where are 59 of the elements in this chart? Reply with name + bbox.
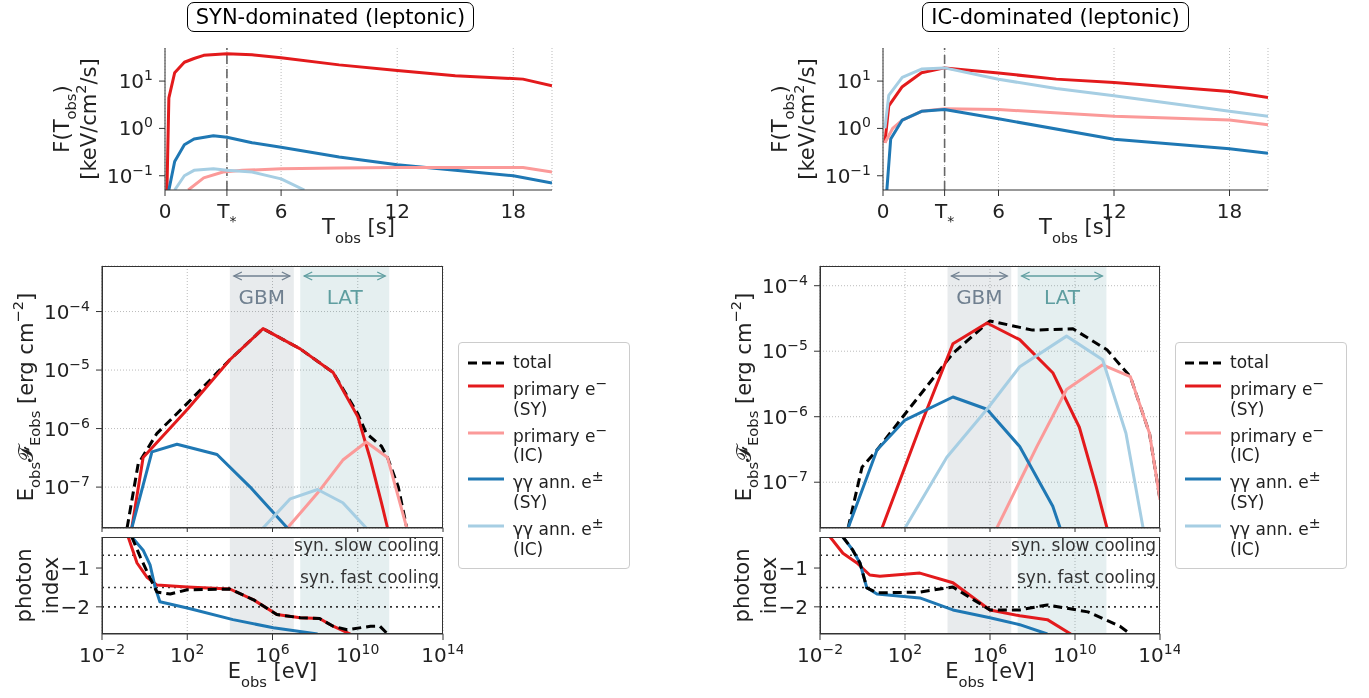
y-axis-title: photon index: [12, 548, 63, 623]
chart-title: SYN-dominated (leptonic): [186, 2, 475, 32]
y-tick-label: 10$^{−6}$: [43, 414, 91, 441]
x-tick-label: 18: [500, 199, 527, 223]
line-series: [186, 165, 552, 190]
x-tick-label: 10$^{10}$: [1053, 641, 1097, 667]
x-tick-label: 6: [274, 199, 288, 223]
x-tick-label: T$_{*}$: [933, 199, 955, 229]
y-tick-label: 10$^{1}$: [118, 67, 153, 94]
x-tick-label: 18: [1216, 199, 1243, 223]
chart-title: IC-dominated (leptonic): [922, 2, 1189, 32]
y-tick-label: −1: [778, 556, 808, 581]
y-tick-label: 10$^{−5}$: [761, 337, 808, 364]
text: primary e$^{−}$ (IC): [513, 421, 608, 466]
y-tick-label: −2: [778, 594, 808, 619]
y-tick-label: 10$^{−5}$: [43, 356, 90, 383]
y-tick-label: −1: [60, 556, 90, 581]
y-tick-label: 10$^{−7}$: [43, 473, 90, 500]
line-series: [883, 66, 1268, 130]
x-tick-label: 6: [992, 199, 1005, 223]
text: primary e$^{−}$ (SY): [1230, 375, 1325, 419]
x-tick-label: 10$^{2}$: [170, 641, 205, 667]
ref-line-label: syn. slow cooling: [1011, 535, 1156, 556]
line-series: [173, 167, 306, 190]
x-tick-label: 10$^{14}$: [421, 641, 465, 667]
ref-line-label: syn. fast cooling: [300, 567, 439, 588]
y-axis-title: photon index: [730, 548, 781, 623]
y-tick-label: 10$^{−1}$: [106, 161, 153, 188]
band-label: GBM: [956, 285, 1003, 309]
ref-line-label: syn. slow cooling: [294, 535, 439, 556]
y-tick-label: 10$^{−6}$: [761, 402, 809, 429]
x-tick-label: 0: [876, 199, 890, 223]
band-label: LAT: [326, 285, 364, 309]
y-tick-label: 10$^{−1}$: [824, 161, 871, 188]
y-tick-label: 10$^{0}$: [118, 114, 153, 141]
text: γγ ann. e$^{±}$ (SY): [513, 468, 604, 512]
text: total: [513, 352, 552, 372]
text: total: [1230, 352, 1269, 372]
y-tick-label: 10$^{−4}$: [43, 297, 91, 324]
x-tick-label: T$_{*}$: [216, 199, 237, 229]
x-tick-label: 0: [158, 199, 172, 223]
y-tick-label: 10$^{−4}$: [761, 271, 809, 298]
y-tick-label: 10$^{−7}$: [761, 468, 808, 495]
text: γγ ann. e$^{±}$ (IC): [1230, 514, 1321, 559]
band-label: LAT: [1044, 285, 1081, 309]
y-tick-label: 10$^{0}$: [836, 114, 871, 141]
text: primary e$^{−}$ (IC): [1230, 421, 1325, 466]
text: γγ ann. e$^{±}$ (SY): [1230, 468, 1321, 512]
x-tick-label: 10$^{−2}$: [78, 641, 126, 667]
x-tick-label: 10$^{14}$: [1138, 641, 1182, 667]
y-tick-label: 10$^{1}$: [836, 67, 871, 94]
y-tick-label: −2: [60, 594, 90, 619]
x-tick-label: 10$^{10}$: [336, 641, 380, 667]
text: γγ ann. e$^{±}$ (IC): [513, 514, 604, 559]
x-tick-label: 10$^{−2}$: [796, 641, 844, 667]
text: primary e$^{−}$ (SY): [513, 375, 608, 419]
band-label: GBM: [238, 285, 286, 309]
x-tick-label: 10$^{2}$: [887, 641, 923, 667]
ref-line-label: syn. fast cooling: [1017, 567, 1156, 588]
